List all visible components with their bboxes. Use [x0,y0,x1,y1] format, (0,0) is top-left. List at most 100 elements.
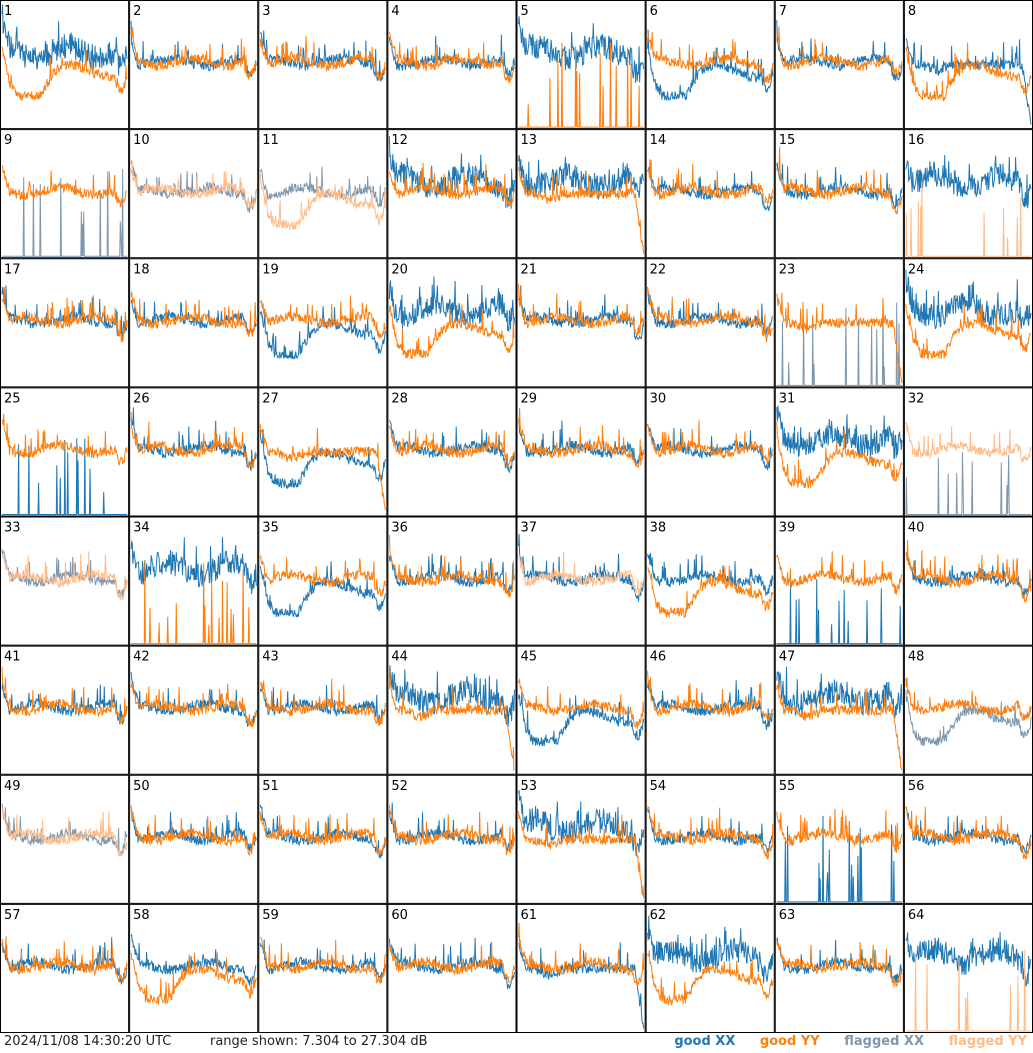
panel-5-xx-trace [518,16,645,83]
panel-44-yy-trace [388,670,515,771]
panel-23-label: 23 [779,262,796,277]
panel-12-xx-trace [388,136,515,209]
panel-17-yy-trace [1,286,128,343]
panel-7-border [774,0,904,130]
panel-21-border [516,258,646,388]
panel-54-label: 54 [650,779,667,794]
panel-20-border [387,258,517,388]
panel-15-yy-trace [776,146,903,215]
panel-39-xx-trace [776,579,902,645]
panel-33-label: 33 [4,521,21,536]
panel-40-label: 40 [908,521,925,536]
panel-12-label: 12 [391,133,408,148]
footer-bar: 2024/11/08 14:30:20 UTC range shown: 7.3… [0,1033,1033,1053]
panel-53-yy-trace [518,811,645,898]
panel-44-xx-trace [388,665,515,727]
panel-1-border [0,0,130,130]
panel-29-xx-trace [518,420,644,467]
panel-16-xx-trace [905,154,1032,209]
panel-26-border [129,387,259,517]
panel-43-yy-trace [260,678,386,726]
panel-14-border [645,129,775,259]
panel-45-xx-trace [518,691,645,747]
panel-7-xx-trace [776,20,903,81]
range-label: range shown: 7.304 to 27.304 dB [210,1034,428,1049]
panel-31-label: 31 [779,391,796,406]
panel-8-yy-trace [905,42,1032,102]
panel-15-xx-trace [776,162,903,210]
panel-48-label: 48 [908,650,925,665]
panel-58-label: 58 [133,908,150,923]
panel-62-border [645,903,775,1033]
panel-34-label: 34 [133,521,150,536]
panel-9-border [0,129,130,259]
panel-61-border [516,903,646,1033]
panel-20-xx-trace [388,276,515,332]
panel-32-xx-trace [905,452,1031,515]
panel-46-yy-trace [647,670,774,723]
panel-28-border [387,387,517,517]
panel-7-yy-trace [776,26,903,77]
panel-26-xx-trace [130,407,257,472]
panel-13-border [516,129,646,259]
panel-39-yy-trace [776,551,903,595]
panel-10-border [129,129,259,259]
panel-32-label: 32 [908,391,925,406]
panel-21-label: 21 [521,262,538,277]
panel-61-label: 61 [521,908,538,923]
panel-57-xx-trace [1,937,128,985]
panel-20-yy-trace [388,304,515,359]
panel-9-yy-trace [1,165,128,208]
panel-53-label: 53 [521,779,538,794]
panel-29-yy-trace [518,407,645,468]
panel-62-xx-trace [647,915,774,984]
panel-60-label: 60 [391,908,408,923]
panel-9-xx-trace [2,169,128,257]
panel-27-yy-trace [259,424,386,511]
panel-59-label: 59 [262,908,279,923]
panel-54-border [645,774,775,904]
panel-34-yy-trace [131,561,257,645]
legend-good-yy: good YY [759,1034,820,1049]
panel-32-yy-trace [905,421,1032,463]
panel-60-yy-trace [388,941,515,983]
panel-38-xx-trace [647,552,774,597]
panel-57-label: 57 [4,908,21,923]
panel-14-yy-trace [647,159,774,205]
panel-39-label: 39 [779,521,796,536]
panel-37-yy-trace [518,552,645,596]
panel-24-yy-trace [905,303,1032,360]
panel-27-label: 27 [262,391,279,406]
panel-5-yy-trace [518,42,644,128]
panel-2-xx-trace [130,20,257,78]
panel-62-yy-trace [647,950,774,1007]
panel-47-yy-trace [776,682,903,771]
panel-35-label: 35 [262,521,279,536]
panel-63-yy-trace [776,939,903,988]
legend-flagged-xx: flagged XX [844,1034,924,1049]
panel-17-border [0,258,130,388]
panel-37-label: 37 [521,521,538,536]
panel-64-label: 64 [908,908,925,923]
panel-45-yy-trace [518,678,645,729]
panel-1-xx-trace [1,4,128,76]
panel-60-border [387,903,517,1033]
panel-59-yy-trace [259,936,386,984]
panel-22-yy-trace [647,287,773,343]
panel-4-yy-trace [388,31,515,84]
panel-14-label: 14 [650,133,667,148]
panel-15-label: 15 [779,133,796,148]
panel-9-label: 9 [4,133,12,148]
panel-55-xx-trace [776,815,902,903]
panel-17-label: 17 [4,262,21,277]
panel-42-xx-trace [130,671,257,727]
panel-8-label: 8 [908,4,916,19]
legend: good XX good YY flagged XX flagged YY [654,1034,1027,1049]
panel-20-label: 20 [391,262,408,277]
panel-53-border [516,774,646,904]
panel-31-yy-trace [776,421,903,489]
panel-45-border [516,645,646,775]
panel-54-xx-trace [647,808,774,854]
panel-50-label: 50 [133,779,150,794]
panel-1-label: 1 [4,4,12,19]
